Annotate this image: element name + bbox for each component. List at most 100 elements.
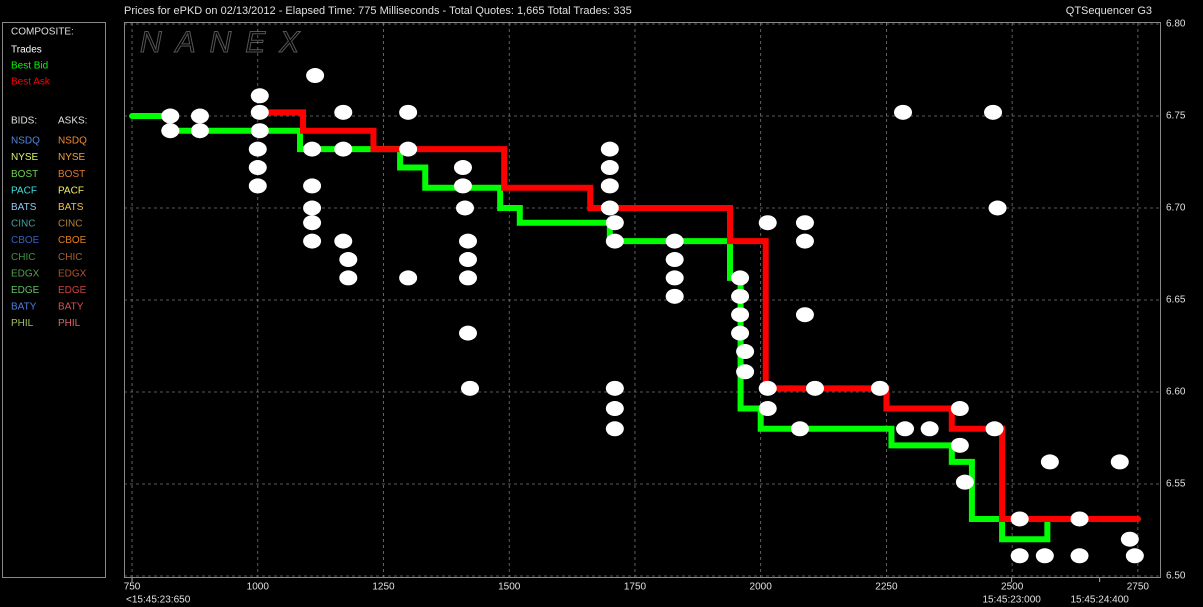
trade-dot xyxy=(605,233,624,249)
y-tick-label: 6.50 xyxy=(1166,571,1186,582)
legend-entry: Best Bid xyxy=(11,61,48,72)
trade-dot xyxy=(665,288,684,304)
trade-dot xyxy=(605,215,624,231)
trade-dot xyxy=(600,200,619,216)
x-tick-label: 1250 xyxy=(372,582,395,593)
chart-title: Prices for ePKD on 02/13/2012 - Elapsed … xyxy=(124,5,632,17)
legend-bid: PHIL xyxy=(11,318,34,329)
trade-dot xyxy=(1010,511,1029,527)
trade-dot xyxy=(1035,548,1054,564)
legend-entry: Trades xyxy=(11,45,42,56)
trade-dot xyxy=(458,270,477,286)
legend-bid: NYSE xyxy=(11,152,39,163)
trade-dot xyxy=(605,421,624,437)
trade-dot xyxy=(988,200,1007,216)
time-tick-label: <15:45:23:650 xyxy=(126,595,191,606)
trade-dot xyxy=(303,233,322,249)
trade-dot xyxy=(303,178,322,194)
legend-title: ASKS: xyxy=(58,116,87,127)
trade-dot xyxy=(461,380,480,396)
trade-dot xyxy=(731,288,750,304)
time-tick-label: 15:45:23:000 xyxy=(982,595,1041,606)
trade-dot xyxy=(1070,548,1089,564)
trade-dot xyxy=(665,252,684,268)
trade-dot xyxy=(795,307,814,323)
trade-dot xyxy=(453,178,472,194)
trade-dot xyxy=(399,104,418,120)
trade-dot xyxy=(1010,548,1029,564)
y-tick-label: 6.55 xyxy=(1166,479,1186,490)
trade-dot xyxy=(955,474,974,490)
trade-dot xyxy=(795,233,814,249)
trade-dot xyxy=(600,160,619,176)
trade-dot xyxy=(303,215,322,231)
trade-dot xyxy=(731,307,750,323)
legend-bid: NSDQ xyxy=(11,136,40,147)
trade-dot xyxy=(248,160,267,176)
legend-bid: BATS xyxy=(11,202,37,213)
legend-ask: EDGX xyxy=(58,268,87,279)
trade-dot xyxy=(790,421,809,437)
trade-dot xyxy=(894,104,913,120)
legend-title: BIDS: xyxy=(11,116,37,127)
trade-dot xyxy=(758,380,777,396)
trade-dot xyxy=(455,200,474,216)
watermark: NANEX xyxy=(140,26,313,59)
legend-bid: EDGX xyxy=(11,268,40,279)
trade-dot xyxy=(458,252,477,268)
trade-dot xyxy=(731,270,750,286)
chart-subtitle: QTSequencer G3 xyxy=(1066,5,1152,17)
trade-dot xyxy=(248,141,267,157)
trade-dot xyxy=(161,123,180,139)
trade-dot xyxy=(950,437,969,453)
price-line xyxy=(259,109,1141,522)
trade-dot xyxy=(920,421,939,437)
x-tick-label: 2000 xyxy=(750,582,773,593)
x-tick-label: 1500 xyxy=(498,582,521,593)
legend-bid: CHIC xyxy=(11,252,35,263)
legend-ask: BATY xyxy=(58,302,84,313)
trade-dot xyxy=(303,200,322,216)
trade-dot xyxy=(984,104,1003,120)
legend-entry: Best Ask xyxy=(11,77,51,88)
trade-dot xyxy=(736,364,755,380)
trade-dot xyxy=(334,233,353,249)
legend-title: COMPOSITE: xyxy=(11,27,74,38)
legend-ask: CHIC xyxy=(58,252,82,263)
legend-ask: NSDQ xyxy=(58,136,87,147)
x-tick-label: 2750 xyxy=(1127,582,1150,593)
x-tick-label: 1000 xyxy=(247,582,270,593)
trade-dot xyxy=(339,252,358,268)
trade-dot xyxy=(250,88,269,104)
trade-dot xyxy=(306,68,325,84)
y-tick-label: 6.70 xyxy=(1166,203,1186,214)
trade-dot xyxy=(303,141,322,157)
trade-dot xyxy=(758,401,777,417)
trade-dot xyxy=(399,270,418,286)
trade-dot xyxy=(1110,454,1129,470)
trade-dot xyxy=(605,380,624,396)
legend-panel xyxy=(2,22,106,578)
time-tick-label: 15:45:24:400 xyxy=(1070,595,1129,606)
trade-dot xyxy=(806,380,825,396)
legend-ask: CINC xyxy=(58,219,82,230)
y-tick-label: 6.80 xyxy=(1166,19,1186,30)
trade-dot xyxy=(600,178,619,194)
trade-dot xyxy=(250,123,269,139)
trade-dot xyxy=(665,270,684,286)
trade-dot xyxy=(190,108,209,124)
x-tick-label: 750 xyxy=(124,582,141,593)
trade-dot xyxy=(600,141,619,157)
y-tick-label: 6.65 xyxy=(1166,295,1186,306)
trade-dot xyxy=(458,233,477,249)
legend-ask: EDGE xyxy=(58,285,87,296)
trade-dot xyxy=(665,233,684,249)
y-tick-label: 6.60 xyxy=(1166,387,1186,398)
trade-dot xyxy=(1070,511,1089,527)
trade-dot xyxy=(334,104,353,120)
legend-ask: PHIL xyxy=(58,318,81,329)
legend-bid: CINC xyxy=(11,219,35,230)
legend-bid: BOST xyxy=(11,169,38,180)
